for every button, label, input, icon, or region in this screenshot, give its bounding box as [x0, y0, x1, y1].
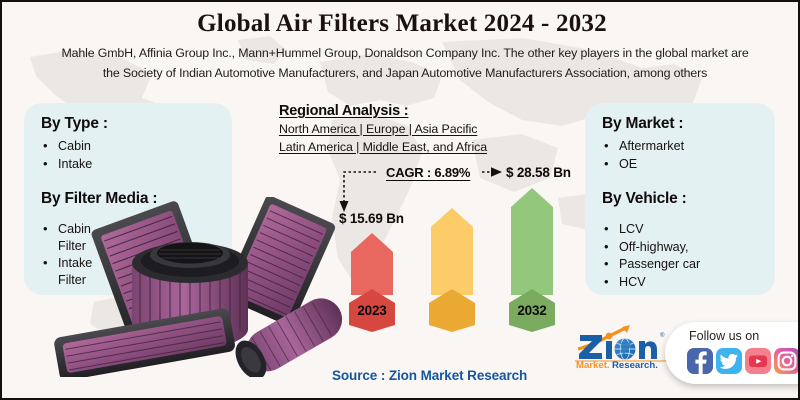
list-item: Off-highway, [602, 238, 700, 256]
list-item: HCV [602, 273, 700, 291]
registered-mark: ® [660, 332, 665, 339]
regional-analysis-line-2: Latin America | Middle East, and Africa [279, 140, 487, 155]
segment-heading-by-filter-media: By Filter Media : [41, 190, 158, 207]
bar-label-2023: 2023 [357, 303, 387, 318]
segment-group-by-market: By Market : Aftermarket OE [602, 115, 684, 173]
zion-logo: ® Market. Research. [575, 325, 668, 371]
bar-label-2032: 2032 [517, 303, 547, 318]
source-text: Source : Zion Market Research [332, 368, 528, 383]
logo-tagline-research: Research. [612, 360, 658, 371]
segments-panel-right: By Market : Aftermarket OE By Vehicle : … [585, 103, 775, 295]
youtube-icon[interactable] [745, 348, 771, 374]
bar-middle [423, 208, 481, 332]
list-item: LCV [602, 220, 700, 238]
list-item: Intake [41, 155, 108, 173]
facebook-icon[interactable] [687, 348, 713, 374]
list-item: Passenger car [602, 255, 700, 273]
logo-tagline-market: Market. [576, 360, 610, 371]
page-subtitle: Mahle GmbH, Affinia Group Inc., Mann+Hum… [61, 46, 749, 81]
list-item: Cabin Filter [41, 220, 103, 254]
cagr-connector [339, 167, 502, 212]
segment-list-by-filter-media: Cabin Filter Intake Filter [41, 220, 157, 289]
follow-us-label: Follow us on [689, 329, 760, 343]
regional-analysis-line-1: North America | Europe | Asia Pacific [279, 122, 478, 136]
twitter-icon[interactable] [716, 348, 742, 374]
list-item: Cabin [41, 137, 108, 155]
cagr-row: CAGR : 6.89% $ 28.58 Bn [338, 165, 598, 185]
list-item: Aftermarket [602, 137, 684, 155]
segment-heading-by-market: By Market : [602, 115, 684, 132]
regional-analysis: Regional Analysis : North America | Euro… [279, 102, 529, 156]
air-filters-product-image [54, 197, 343, 377]
regional-analysis-heading: Regional Analysis : [279, 103, 409, 119]
market-value-2032-label: $ 28.58 Bn [506, 165, 571, 180]
cagr-label: CAGR : 6.89% [386, 165, 471, 180]
segment-list-by-market: Aftermarket OE [602, 137, 684, 173]
market-value-2023-label: $ 15.69 Bn [339, 211, 404, 226]
segment-group-by-filter-media: By Filter Media : Cabin Filter Intake Fi… [41, 190, 158, 290]
social-icons-row [687, 348, 798, 374]
follow-us-pill: Follow us on [665, 322, 798, 384]
segment-list-by-type: Cabin Intake [41, 137, 108, 173]
bar-2023: 2023 [343, 233, 401, 332]
list-item: Intake Filter [41, 254, 103, 288]
segment-heading-by-type: By Type : [41, 115, 108, 132]
segment-heading-by-vehicle: By Vehicle : [602, 190, 687, 207]
segment-list-by-vehicle: LCV Off-highway, Passenger car HCV [602, 220, 700, 291]
segment-group-by-vehicle: By Vehicle : LCV Off-highway, Passenger … [602, 190, 700, 292]
bar-2032: 2032 [503, 188, 561, 332]
instagram-icon[interactable] [774, 348, 798, 374]
segment-group-by-type: By Type : Cabin Intake [41, 115, 108, 173]
page-title: Global Air Filters Market 2024 - 2032 [197, 10, 607, 37]
list-item: OE [602, 155, 684, 173]
